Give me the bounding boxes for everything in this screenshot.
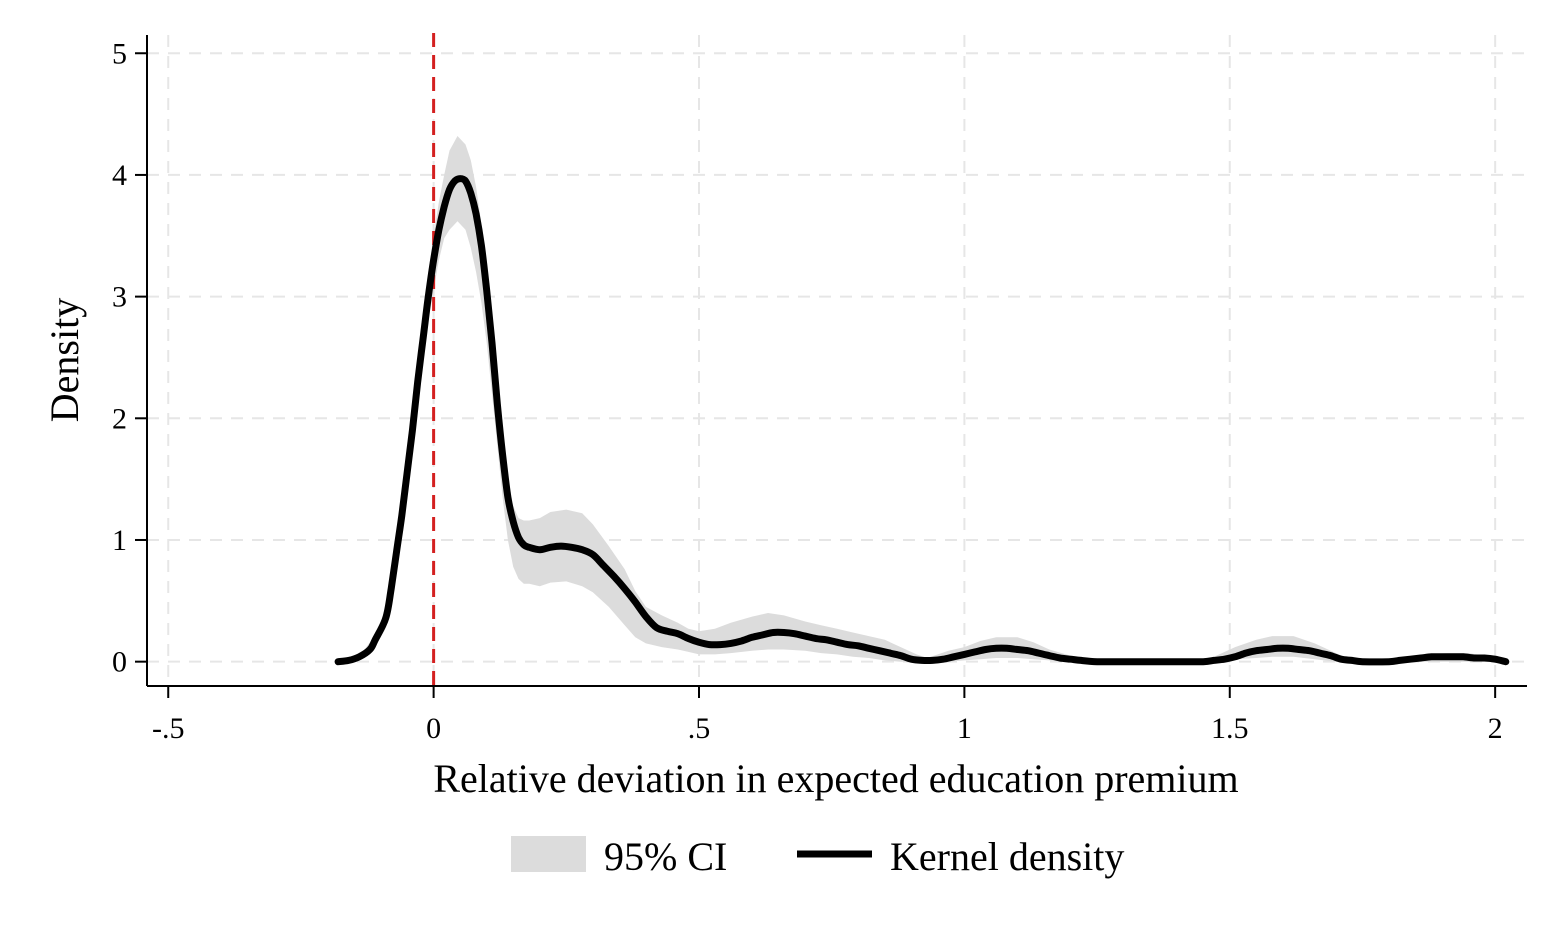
x-tick-label: 0 (426, 712, 441, 745)
x-axis-title: Relative deviation in expected education… (433, 756, 1238, 801)
legend: 95% CI Kernel density (511, 834, 1124, 879)
y-tick-label: 5 (112, 37, 127, 70)
legend-line-label: Kernel density (890, 834, 1124, 879)
x-tick-label: 1 (957, 712, 972, 745)
y-tick-label: 0 (112, 646, 127, 679)
y-ticks: 0 1 2 3 4 5 (112, 37, 147, 679)
x-tick-label: 1.5 (1211, 712, 1249, 745)
legend-ci-swatch (511, 836, 586, 872)
kernel-density-line (334, 175, 1510, 666)
legend-ci-label: 95% CI (604, 834, 727, 879)
x-tick-label: -.5 (152, 712, 185, 745)
x-tick-label: .5 (688, 712, 711, 745)
x-tick-label: 2 (1488, 712, 1503, 745)
y-tick-label: 2 (112, 402, 127, 435)
y-tick-label: 1 (112, 524, 127, 557)
x-ticks: -.5 0 .5 1 1.5 2 (152, 686, 1503, 745)
y-axis-title: Density (42, 298, 87, 422)
y-tick-label: 4 (112, 159, 127, 192)
y-tick-label: 3 (112, 281, 127, 314)
ci-band (338, 136, 1506, 662)
gridlines (147, 35, 1527, 686)
